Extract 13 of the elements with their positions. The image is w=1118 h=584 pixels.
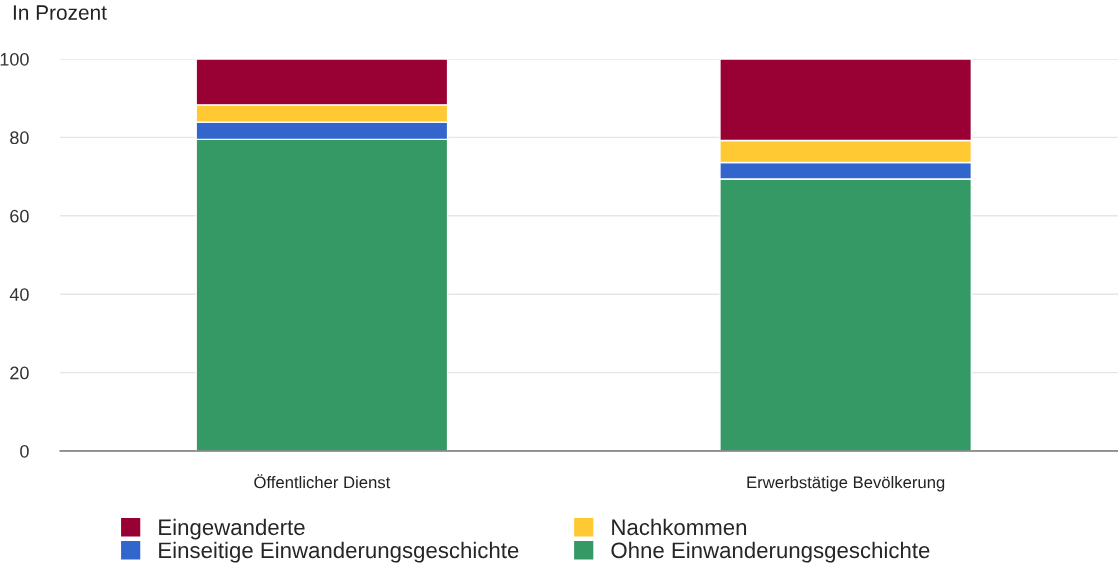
y-tick-label: 80 <box>10 131 29 145</box>
legend-label: Einseitige Einwanderungsgeschichte <box>159 541 519 563</box>
y-tick-label: 0 <box>20 444 29 458</box>
legend-label: Eingewanderte <box>159 518 305 540</box>
legend-label: Nachkommen <box>612 518 747 536</box>
x-tick-label: Öffentlicher Dienst <box>254 474 391 489</box>
y-tick-label: 40 <box>9 288 29 301</box>
y-tick-label: 20 <box>10 366 29 380</box>
legend-label: Ohne Einwanderungsgeschichte <box>611 541 930 563</box>
y-axis-title: In Prozent <box>13 5 107 20</box>
x-tick-label: Erwerbstätige Bevölkerung <box>747 476 945 492</box>
y-tick-label: 100 <box>0 52 29 66</box>
y-tick-label: 60 <box>10 209 29 223</box>
